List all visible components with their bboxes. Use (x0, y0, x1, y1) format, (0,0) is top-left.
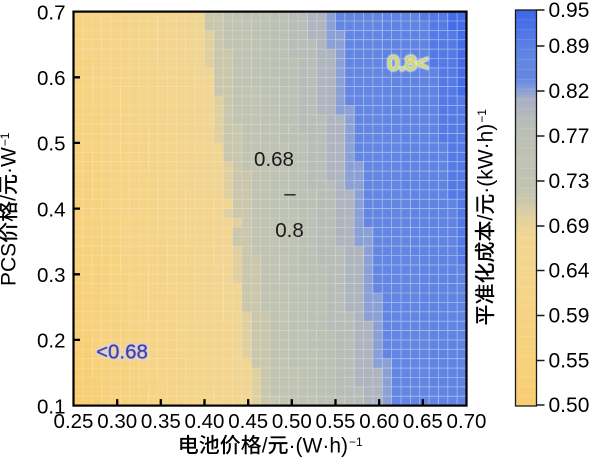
svg-text:0.6: 0.6 (37, 67, 66, 90)
svg-text:0.70: 0.70 (447, 410, 487, 433)
svg-text:0.1: 0.1 (37, 395, 66, 418)
svg-text:0.77: 0.77 (549, 125, 590, 148)
svg-text:0.65: 0.65 (403, 410, 443, 433)
svg-text:0.55: 0.55 (549, 350, 590, 373)
svg-text:/: / (0, 195, 21, 201)
svg-text:·(W·h): ·(W·h) (289, 435, 348, 458)
svg-text:·W: ·W (0, 147, 21, 174)
svg-text:<0.68: <0.68 (96, 341, 148, 364)
svg-text:–: – (284, 182, 296, 205)
svg-text:<0.68: <0.68 (96, 341, 148, 364)
svg-text:0.82: 0.82 (549, 80, 590, 103)
svg-text:0.50: 0.50 (549, 394, 590, 417)
svg-text:0.73: 0.73 (549, 170, 590, 193)
svg-text:0.25: 0.25 (54, 410, 94, 433)
svg-text:0.2: 0.2 (37, 330, 66, 353)
svg-text:0.64: 0.64 (549, 260, 590, 283)
svg-text:0.35: 0.35 (141, 410, 181, 433)
svg-text:0.3: 0.3 (37, 264, 66, 287)
svg-text:0.89: 0.89 (549, 35, 590, 58)
svg-text:0.45: 0.45 (228, 410, 268, 433)
svg-text:0.30: 0.30 (97, 410, 137, 433)
svg-text:0.60: 0.60 (359, 410, 399, 433)
svg-text:0.50: 0.50 (272, 410, 312, 433)
svg-text:/: / (262, 435, 268, 458)
svg-text:0.5: 0.5 (37, 133, 66, 156)
svg-text:0.69: 0.69 (549, 215, 590, 238)
svg-text:0.40: 0.40 (185, 410, 225, 433)
svg-text:−1: −1 (0, 132, 12, 146)
svg-text:0.8<: 0.8< (388, 52, 428, 75)
svg-text:/: / (475, 215, 498, 221)
svg-text:0.95: 0.95 (549, 0, 590, 22)
svg-text:0.4: 0.4 (37, 198, 66, 221)
svg-text:PCS: PCS (0, 243, 21, 286)
svg-text:−1: −1 (475, 109, 489, 123)
svg-text:0.59: 0.59 (549, 305, 590, 328)
svg-text:0.8: 0.8 (275, 219, 304, 242)
svg-text:0.8<: 0.8< (388, 52, 428, 75)
svg-text:0.55: 0.55 (316, 410, 356, 433)
svg-text:0.68: 0.68 (254, 148, 294, 171)
svg-text:−1: −1 (349, 435, 363, 449)
svg-text:·(kW·h): ·(kW·h) (475, 124, 498, 194)
svg-text:0.7: 0.7 (37, 1, 66, 24)
